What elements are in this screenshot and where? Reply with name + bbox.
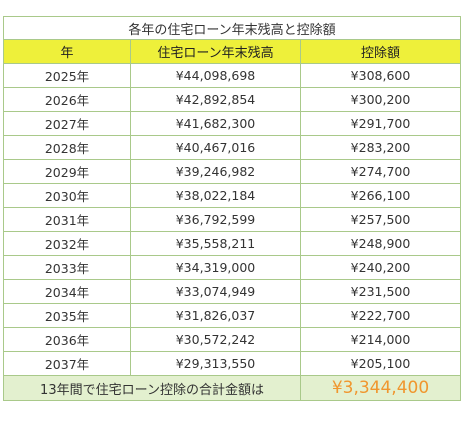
cell-balance: ¥38,022,184 bbox=[130, 183, 301, 208]
cell-deduction: ¥222,700 bbox=[300, 303, 461, 328]
cell-balance: ¥29,313,550 bbox=[130, 351, 301, 376]
table-caption: 各年の住宅ローン年末残高と控除額 bbox=[3, 16, 461, 40]
table-row: 2032年 ¥35,558,211 ¥248,900 bbox=[3, 231, 461, 256]
cell-deduction: ¥308,600 bbox=[300, 63, 461, 88]
cell-balance: ¥40,467,016 bbox=[130, 135, 301, 160]
cell-balance: ¥34,319,000 bbox=[130, 255, 301, 280]
table-row: 2027年 ¥41,682,300 ¥291,700 bbox=[3, 111, 461, 136]
cell-deduction: ¥205,100 bbox=[300, 351, 461, 376]
cell-deduction: ¥214,000 bbox=[300, 327, 461, 352]
cell-year: 2026年 bbox=[3, 87, 131, 112]
cell-year: 2027年 bbox=[3, 111, 131, 136]
cell-year: 2030年 bbox=[3, 183, 131, 208]
table-row: 2029年 ¥39,246,982 ¥274,700 bbox=[3, 159, 461, 184]
cell-deduction: ¥231,500 bbox=[300, 279, 461, 304]
table-body: 2025年 ¥44,098,698 ¥308,600 2026年 ¥42,892,854… bbox=[3, 63, 461, 376]
table-header-row: 年 住宅ローン年末残高 控除額 bbox=[3, 39, 461, 64]
total-value: ¥3,344,400 bbox=[300, 375, 461, 401]
table-row: 2035年 ¥31,826,037 ¥222,700 bbox=[3, 303, 461, 328]
cell-year: 2033年 bbox=[3, 255, 131, 280]
cell-balance: ¥33,074,949 bbox=[130, 279, 301, 304]
table-row: 2030年 ¥38,022,184 ¥266,100 bbox=[3, 183, 461, 208]
cell-year: 2034年 bbox=[3, 279, 131, 304]
header-year: 年 bbox=[3, 39, 131, 64]
cell-balance: ¥35,558,211 bbox=[130, 231, 301, 256]
cell-year: 2028年 bbox=[3, 135, 131, 160]
loan-deduction-table: 各年の住宅ローン年末残高と控除額 年 住宅ローン年末残高 控除額 2025年 ¥4… bbox=[3, 16, 461, 401]
cell-deduction: ¥274,700 bbox=[300, 159, 461, 184]
cell-deduction: ¥291,700 bbox=[300, 111, 461, 136]
table-row: 2025年 ¥44,098,698 ¥308,600 bbox=[3, 63, 461, 88]
cell-year: 2036年 bbox=[3, 327, 131, 352]
cell-balance: ¥44,098,698 bbox=[130, 63, 301, 88]
cell-balance: ¥41,682,300 bbox=[130, 111, 301, 136]
cell-balance: ¥31,826,037 bbox=[130, 303, 301, 328]
cell-balance: ¥30,572,242 bbox=[130, 327, 301, 352]
cell-deduction: ¥257,500 bbox=[300, 207, 461, 232]
table-row: 2037年 ¥29,313,550 ¥205,100 bbox=[3, 351, 461, 376]
cell-balance: ¥39,246,982 bbox=[130, 159, 301, 184]
table-row: 2031年 ¥36,792,599 ¥257,500 bbox=[3, 207, 461, 232]
total-row: 13年間で住宅ローン控除の合計金額は ¥3,344,400 bbox=[3, 375, 461, 401]
cell-year: 2037年 bbox=[3, 351, 131, 376]
cell-year: 2031年 bbox=[3, 207, 131, 232]
cell-deduction: ¥248,900 bbox=[300, 231, 461, 256]
cell-deduction: ¥266,100 bbox=[300, 183, 461, 208]
table-row: 2033年 ¥34,319,000 ¥240,200 bbox=[3, 255, 461, 280]
cell-deduction: ¥283,200 bbox=[300, 135, 461, 160]
cell-deduction: ¥240,200 bbox=[300, 255, 461, 280]
cell-year: 2035年 bbox=[3, 303, 131, 328]
cell-deduction: ¥300,200 bbox=[300, 87, 461, 112]
table-row: 2034年 ¥33,074,949 ¥231,500 bbox=[3, 279, 461, 304]
cell-year: 2029年 bbox=[3, 159, 131, 184]
cell-balance: ¥36,792,599 bbox=[130, 207, 301, 232]
cell-year: 2025年 bbox=[3, 63, 131, 88]
total-label: 13年間で住宅ローン控除の合計金額は bbox=[3, 375, 301, 401]
header-balance: 住宅ローン年末残高 bbox=[130, 39, 301, 64]
table-row: 2036年 ¥30,572,242 ¥214,000 bbox=[3, 327, 461, 352]
cell-balance: ¥42,892,854 bbox=[130, 87, 301, 112]
cell-year: 2032年 bbox=[3, 231, 131, 256]
table-row: 2026年 ¥42,892,854 ¥300,200 bbox=[3, 87, 461, 112]
header-deduction: 控除額 bbox=[300, 39, 461, 64]
table-row: 2028年 ¥40,467,016 ¥283,200 bbox=[3, 135, 461, 160]
